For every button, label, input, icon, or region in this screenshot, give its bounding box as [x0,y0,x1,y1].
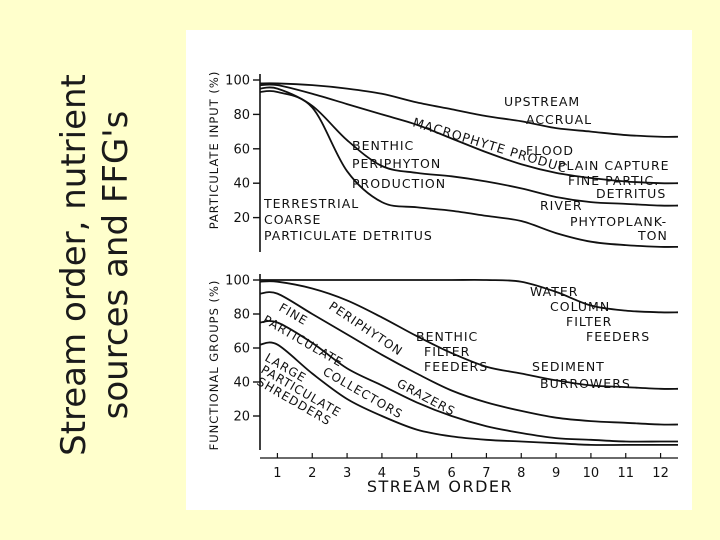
x-tick-label: 3 [343,466,351,481]
y-tick-label: 60 [233,142,250,157]
series-line-s4 [259,90,679,248]
x-tick-label: 9 [552,466,560,481]
figure: PARTICULATE INPUT (%) UPSTREAM ACCRUAL M… [186,30,692,510]
annotation-line: BURROWERS [540,376,631,391]
series-line-s4 [259,320,678,443]
x-tick-label: 2 [308,466,316,481]
x-tick-label: 10 [583,466,600,481]
y-axis-label-bottom: FUNCTIONAL GROUPS (%) [207,280,221,451]
y-tick-label: 40 [233,376,250,391]
y-tick-label: 20 [233,211,250,226]
series-line-s1 [259,82,679,138]
y-axis: 20 40 60 80 100 [225,274,261,450]
annotation-line: FEEDERS [424,359,488,374]
annotation-line: SEDIMENT [532,359,605,374]
x-axis: 1 2 3 4 5 6 7 8 9 10 11 12 [260,453,678,481]
annotation-line: RIVER [540,198,583,213]
annotation-line: PLAIN CAPTURE [558,158,670,173]
x-axis-label: STREAM ORDER [367,477,513,496]
annotation-grazers: GRAZERS [395,376,458,418]
annotation-line: BENTHIC [352,138,414,153]
annotation-line: COLUMN [550,299,610,314]
annotation-line: FILTER [566,314,612,329]
y-axis-label-top: PARTICULATE INPUT (%) [207,71,221,230]
y-tick-label: 100 [225,74,250,89]
series-line-s1 [259,278,679,314]
functional-groups-panel: FUNCTIONAL GROUPS (%) WATER COLUMN FILTE… [207,274,679,496]
x-tick-label: 5 [413,466,421,481]
y-axis: 20 40 60 80 100 [225,74,261,252]
x-tick-label: 4 [378,466,386,481]
annotation-benthic-filter-feeders: BENTHIC FILTER FEEDERS [416,329,488,374]
annotation-line: UPSTREAM [504,94,580,109]
annotation-water-column-filter-feeders: WATER COLUMN FILTER FEEDERS [530,284,650,344]
annotation-line: DETRITUS [596,186,666,201]
x-tick-label: 7 [482,466,490,481]
annotation-line: COARSE [264,212,321,227]
slide-title-line-1: Stream order, nutrient [54,74,94,456]
annotation-line: PHYTOPLANK- [570,214,667,229]
slide-title: Stream order, nutrient sources and FFG's [0,0,190,540]
x-tick-label: 1 [273,466,281,481]
y-tick-label: 20 [233,410,250,425]
y-tick-label: 40 [233,177,250,192]
y-tick-label: 60 [233,342,250,357]
annotation-line: TON [637,228,668,243]
annotation-river-phytoplankton: RIVER PHYTOPLANK- TON [540,198,668,243]
annotation-line: FLOOD [526,143,574,158]
annotation-line: PARTICULATE DETRITUS [264,228,433,243]
series-group [259,82,679,248]
annotation-line: PRODUCTION [352,176,446,191]
x-tick-label: 11 [617,466,634,481]
slide-title-line-2: sources and FFG's [96,110,136,420]
series-line-s3 [259,86,679,207]
annotation-terrestrial-detritus: TERRESTRIAL COARSE PARTICULATE DETRITUS [263,196,433,243]
series-line-s2 [259,280,679,390]
y-tick-label: 80 [233,308,250,323]
annotation-line: PERIPHYTON [352,156,441,171]
annotation-upstream-accrual: UPSTREAM ACCRUAL [504,94,592,127]
annotation-line: TERRESTRIAL [263,196,359,211]
series-group [259,278,679,446]
annotation-line: FEEDERS [586,329,650,344]
y-tick-label: 80 [233,108,250,123]
annotation-benthic-periphyton: BENTHIC PERIPHYTON PRODUCTION [352,138,446,191]
y-tick-label: 100 [225,274,250,289]
series-line-s5 [259,341,678,446]
x-tick-label: 12 [652,466,669,481]
particulate-input-panel: PARTICULATE INPUT (%) UPSTREAM ACCRUAL M… [207,71,679,252]
x-tick-label: 6 [447,466,455,481]
series-line-s2 [259,83,679,185]
annotation-line: BENTHIC [416,329,478,344]
annotation-line: ACCRUAL [526,112,592,127]
annotation-flood-plain-capture: FLOOD PLAIN CAPTURE [526,143,670,173]
series-line-s3 [259,291,679,426]
stream-order-chart: PARTICULATE INPUT (%) UPSTREAM ACCRUAL M… [207,71,679,496]
x-tick-label: 8 [517,466,525,481]
